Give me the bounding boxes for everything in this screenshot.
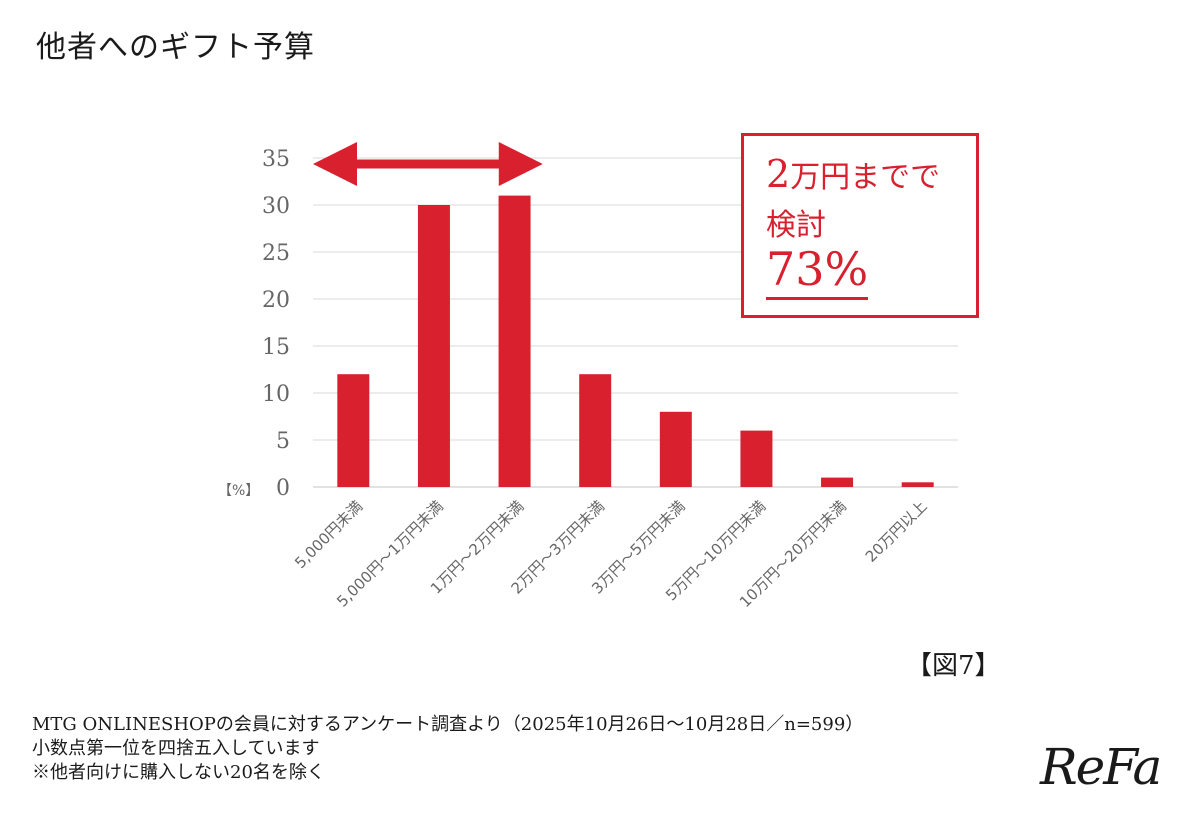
arrow-head-right <box>498 142 543 186</box>
footnote-source: MTG ONLINESHOPの会員に対するアンケート調査より（2025年10月2… <box>32 714 864 735</box>
callout-line1-number: 2 <box>766 152 791 196</box>
callout-line1: 2万円までで <box>766 152 940 196</box>
y-tick-label: 0 <box>276 476 290 501</box>
y-tick-label: 30 <box>262 194 290 219</box>
y-unit-label: 【%】 <box>218 483 259 499</box>
bar <box>659 411 692 487</box>
x-axis-labels: 5,000円未満5,000円〜1万円未満1万円〜2万円未満2万円〜3万円未満3万… <box>291 497 930 611</box>
callout-line1-text: 万円までで <box>790 160 941 195</box>
range-arrow <box>313 142 543 186</box>
y-tick-label: 35 <box>262 147 290 172</box>
arrow-head-left <box>313 142 357 186</box>
bar <box>901 482 934 487</box>
bar <box>821 477 854 487</box>
refa-logo: ReFa <box>1040 738 1162 796</box>
callout-percentage: 73% <box>766 244 869 300</box>
bars <box>337 195 934 487</box>
callout-line2: 検討 <box>766 208 826 243</box>
y-tick-label: 5 <box>276 429 290 454</box>
footnotes: MTG ONLINESHOPの会員に対するアンケート調査より（2025年10月2… <box>32 713 863 785</box>
bar <box>740 430 773 487</box>
bar <box>498 195 531 487</box>
footnote-rounding: 小数点第一位を四捨五入しています <box>32 738 320 759</box>
bar <box>417 205 450 487</box>
y-tick-label: 20 <box>262 288 290 313</box>
chart-title: 他者へのギフト予算 <box>36 30 315 65</box>
y-axis-ticks: 0 5 10 15 20 25 30 35 【%】 <box>218 147 290 501</box>
footnote-exclusion: ※他者向けに購入しない20名を除く <box>32 762 325 783</box>
figure-label: 【図7】 <box>906 651 1001 681</box>
bar <box>579 374 612 487</box>
y-tick-label: 15 <box>262 335 290 360</box>
callout-box: 2万円までで 検討 73% <box>741 133 979 318</box>
bar <box>337 374 370 487</box>
y-tick-label: 10 <box>262 382 290 407</box>
y-tick-label: 25 <box>262 241 290 266</box>
x-tick-label: 20万円以上 <box>862 497 931 566</box>
x-tick-label: 5,000円未満 <box>291 497 366 572</box>
